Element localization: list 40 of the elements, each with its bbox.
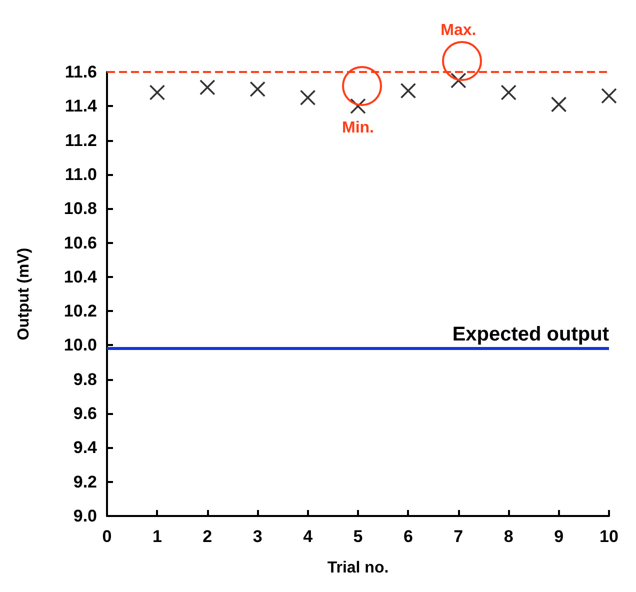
point xyxy=(200,79,216,96)
x-tick-label: 3 xyxy=(252,527,262,546)
y-tick-label: 9.8 xyxy=(73,370,97,389)
y-tick-label: 11.0 xyxy=(64,164,97,184)
point xyxy=(500,84,516,100)
y-tick-label: 10.2 xyxy=(64,302,97,321)
point xyxy=(450,72,466,88)
x-tick-label: 5 xyxy=(353,527,363,546)
x-tick-label: 4 xyxy=(303,527,314,546)
y-tick-label: 10.8 xyxy=(64,199,97,218)
point xyxy=(300,90,316,106)
y-tick-label: 9.2 xyxy=(73,472,97,492)
x-tick-label: 1 xyxy=(152,527,162,546)
x-tick-label: 2 xyxy=(202,527,212,546)
y-tick-label: 9.0 xyxy=(73,506,97,526)
y-tick-label: 10.4 xyxy=(64,267,98,286)
point xyxy=(250,81,266,97)
y-tick-label: 9.6 xyxy=(73,404,97,424)
x-tick-label: 8 xyxy=(504,527,514,546)
y-tick-label: 11.2 xyxy=(64,130,97,150)
y-axis-title: Output (mV) xyxy=(16,248,32,340)
point xyxy=(350,98,366,114)
ref-line-label: Expected output xyxy=(452,324,610,346)
point xyxy=(149,84,166,100)
point xyxy=(400,82,416,99)
y-tick-label: 10.6 xyxy=(64,233,97,252)
x-tick-label: 6 xyxy=(403,527,413,546)
annotation: Min. xyxy=(342,120,374,137)
y-tick-label: 9.4 xyxy=(73,438,98,458)
y-tick-label: 10.0 xyxy=(64,336,97,355)
x-tick-label: 0 xyxy=(102,527,112,546)
x-tick-label: 9 xyxy=(554,527,564,546)
y-tick-label: 11.4 xyxy=(64,96,98,116)
y-tick-label: 11.6 xyxy=(64,62,97,82)
x-tick-label: 7 xyxy=(454,527,464,546)
point xyxy=(601,88,617,104)
annotation: Max. xyxy=(440,22,476,40)
x-tick-label: 10 xyxy=(600,527,618,546)
x-axis-title: Trial no. xyxy=(327,560,389,576)
point xyxy=(550,96,567,112)
